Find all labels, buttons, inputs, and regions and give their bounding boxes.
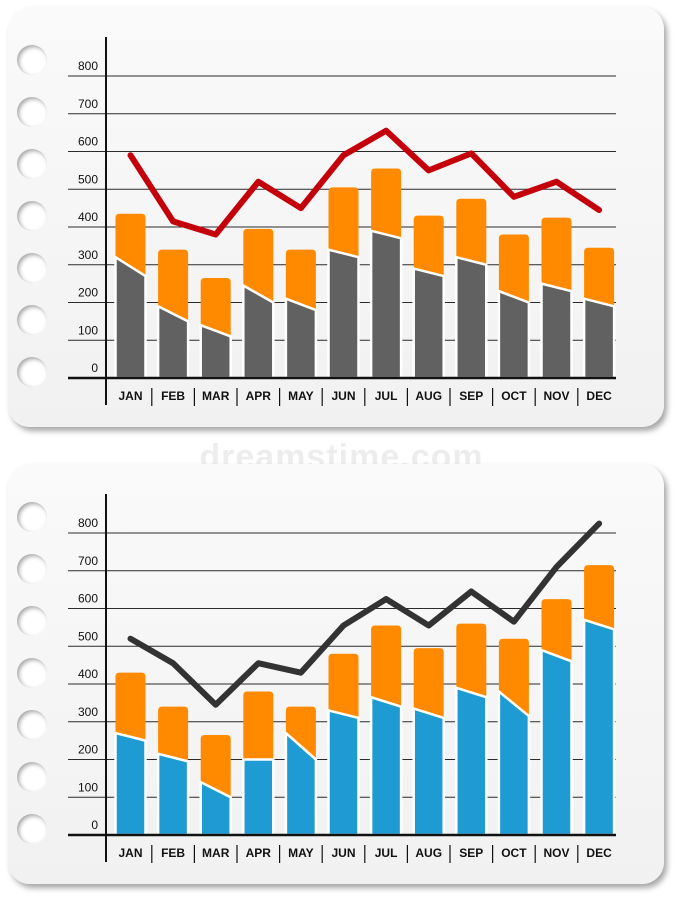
bar-base-segment <box>114 731 147 837</box>
x-tick-label: JAN <box>118 389 142 403</box>
y-tick-label: 500 <box>78 629 98 643</box>
monthly-chart-bottom: 0 100 200 300 400 500 600 700 800 JAN FEB MAR APR MAY… <box>68 494 616 863</box>
bar-base-segment <box>412 707 445 837</box>
x-tick-label: NOV <box>543 846 569 860</box>
x-tick-label: MAY <box>288 846 314 860</box>
trend-line <box>127 520 603 708</box>
bar-base-segment <box>369 229 403 380</box>
y-tick-label: 400 <box>78 210 98 224</box>
x-tick-label: AUG <box>415 846 442 860</box>
y-tick-label: 700 <box>78 554 98 568</box>
bar-base-segment <box>114 255 147 380</box>
bar-base-segment <box>582 297 616 380</box>
binder-hole-icon <box>17 201 47 231</box>
x-tick-label: JUL <box>375 846 398 860</box>
x-tick-label: FEB <box>161 389 185 403</box>
binder-hole-icon <box>17 357 47 387</box>
y-tick-label: 800 <box>78 516 98 530</box>
notepad-card-bottom: 0 100 200 300 400 500 600 700 800 JAN FEB MAR APR MAY… <box>8 464 664 884</box>
y-tick-label: 800 <box>78 59 98 73</box>
binder-hole-icon <box>17 45 47 75</box>
binder-hole-icon <box>17 305 47 335</box>
y-tick-label: 100 <box>78 323 98 337</box>
monthly-chart-top: 0 100 200 300 400 500 600 700 800 JAN FEB MAR APR MAY… <box>68 37 616 406</box>
bar-base-segment <box>412 267 445 380</box>
x-tick-label: SEP <box>459 389 483 403</box>
bar-base-segment <box>156 752 190 837</box>
binder-hole-icon <box>17 253 47 283</box>
x-tick-label: MAR <box>202 846 230 860</box>
x-tick-label: AUG <box>415 389 442 403</box>
x-tick-label: DEC <box>586 846 612 860</box>
x-tick-label: OCT <box>501 389 527 403</box>
bar-base-segment <box>327 709 360 837</box>
binder-hole-icon <box>17 606 47 636</box>
x-tick-label: FEB <box>161 846 185 860</box>
binder-hole-icon <box>17 814 47 844</box>
y-tick-label: 500 <box>78 172 98 186</box>
x-tick-label: APR <box>246 846 272 860</box>
y-tick-label: 100 <box>78 780 98 794</box>
x-tick-label: MAR <box>202 389 230 403</box>
bar-base-segment <box>497 289 531 380</box>
bar-base-segment <box>455 255 488 380</box>
y-tick-label: 600 <box>78 135 98 149</box>
binder-hole-icon <box>17 149 47 179</box>
y-tick-label: 200 <box>78 743 98 757</box>
notepad-card-top: 0 100 200 300 400 500 600 700 800 JAN FEB MAR APR MAY… <box>8 7 664 427</box>
x-tick-label: OCT <box>501 846 527 860</box>
bar-base-segment <box>242 758 275 837</box>
y-tick-label: 0 <box>91 818 98 832</box>
bar-base-segment <box>369 695 403 837</box>
y-tick-label: 0 <box>91 361 98 375</box>
x-tick-label: SEP <box>459 846 483 860</box>
x-tick-label: APR <box>246 389 272 403</box>
bar-base-segment <box>242 284 275 380</box>
bar-base-segment <box>327 248 360 380</box>
x-tick-label: NOV <box>543 389 569 403</box>
y-tick-label: 600 <box>78 592 98 606</box>
binder-hole-icon <box>17 97 47 127</box>
bar-base-segment <box>284 297 318 380</box>
y-tick-label: 300 <box>78 705 98 719</box>
x-tick-label: JUN <box>331 389 355 403</box>
y-tick-label: 700 <box>78 97 98 111</box>
bar-base-segment <box>455 686 488 837</box>
trend-line <box>127 127 603 238</box>
x-tick-label: MAY <box>288 389 314 403</box>
bar-base-segment <box>582 618 616 837</box>
x-tick-label: JAN <box>118 846 142 860</box>
binder-hole-icon <box>17 710 47 740</box>
bar-base-segment <box>540 282 573 380</box>
binder-hole-icon <box>17 502 47 532</box>
x-tick-label: DEC <box>586 389 612 403</box>
x-tick-label: JUN <box>331 846 355 860</box>
bar-base-segment <box>497 690 531 837</box>
bar-base-segment <box>540 648 573 837</box>
y-tick-label: 400 <box>78 667 98 681</box>
x-tick-label: JUL <box>375 389 398 403</box>
y-tick-label: 300 <box>78 248 98 262</box>
binder-hole-icon <box>17 554 47 584</box>
y-tick-label: 200 <box>78 286 98 300</box>
binder-hole-icon <box>17 762 47 792</box>
binder-hole-icon <box>17 658 47 688</box>
